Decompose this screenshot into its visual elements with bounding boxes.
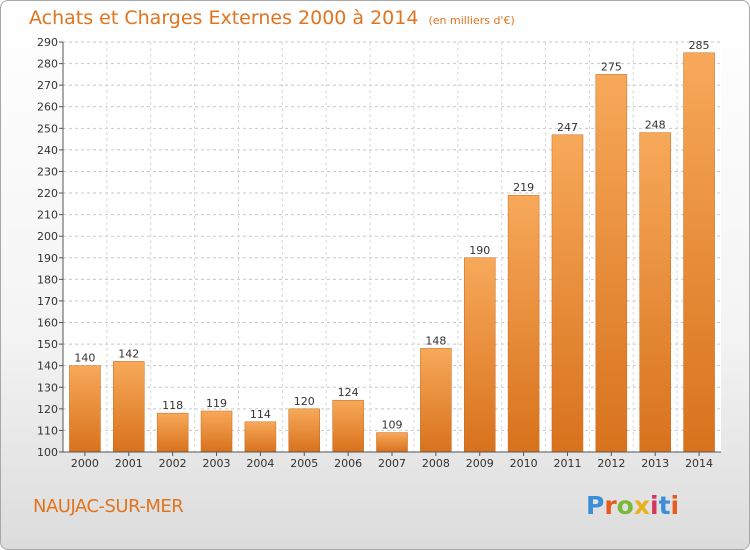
bar-2000 [69,365,101,453]
bar-2004 [244,421,277,453]
logo-letter: o [616,491,634,520]
y-tick-label: 130 [37,381,58,394]
y-tick-label: 170 [37,295,58,308]
bar-2009 [463,257,496,453]
bar-2013 [639,132,671,453]
chart-title: Achats et Charges Externes 2000 à 2014 [29,7,419,29]
y-tick-label: 260 [37,101,58,114]
y-tick-label: 180 [37,273,58,286]
place-name: NAUJAC-SUR-MER [33,496,184,517]
y-tick-label: 240 [37,144,58,157]
y-tick-label: 110 [37,424,58,437]
data-label-2004: 114 [250,408,271,421]
data-label-2013: 248 [645,119,666,132]
chart-subtitle: (en milliers d'€) [428,14,515,27]
bar-2002 [156,412,189,453]
bar-2007 [376,432,408,453]
y-tick-label: 270 [37,79,58,92]
y-tick-label: 140 [37,360,58,373]
y-tick-label: 220 [37,187,58,200]
data-label-2009: 190 [469,244,490,257]
data-label-2014: 285 [689,39,710,52]
logo-letter: x [633,491,650,520]
bar-2010 [507,194,540,453]
y-tick-label: 250 [37,122,58,135]
y-tick-label: 150 [37,338,58,351]
x-tick-label: 2006 [334,457,362,470]
y-tick-label: 280 [37,58,58,71]
y-tick-label: 190 [37,252,58,265]
data-label-2003: 119 [206,397,227,410]
bar-2011 [551,134,584,453]
y-tick-label: 210 [37,209,58,222]
data-label-2010: 219 [513,181,534,194]
x-tick-label: 2001 [115,457,143,470]
y-tick-label: 230 [37,165,58,178]
x-tick-label: 2012 [597,457,625,470]
data-label-2011: 247 [557,121,578,134]
x-tick-label: 2009 [466,457,494,470]
x-tick-label: 2000 [71,457,99,470]
data-label-2006: 124 [338,386,359,399]
y-tick-label: 290 [37,36,58,49]
logo-letter: r [604,491,617,520]
data-label-2001: 142 [118,347,139,360]
x-tick-label: 2002 [159,457,187,470]
logo-letter: t [658,491,671,520]
x-tick-label: 2013 [641,457,669,470]
logo-letter: i [670,491,680,520]
x-tick-label: 2010 [510,457,538,470]
data-label-2007: 109 [382,419,403,432]
data-label-2012: 275 [601,60,622,73]
x-tick-label: 2005 [290,457,318,470]
bar-2014 [683,52,715,453]
x-tick-label: 2003 [203,457,231,470]
x-tick-label: 2004 [246,457,274,470]
data-label-2005: 120 [294,395,315,408]
logo-letter: P [586,491,605,520]
bar-2012 [595,74,628,453]
x-tick-label: 2014 [685,457,713,470]
x-tick-label: 2011 [553,457,581,470]
y-tick-label: 120 [37,403,58,416]
title-row: Achats et Charges Externes 2000 à 2014 (… [29,7,515,29]
y-tick-label: 100 [37,446,58,459]
data-label-2002: 118 [162,399,183,412]
x-tick-label: 2008 [422,457,450,470]
bar-2001 [113,361,145,453]
bar-2008 [420,348,452,453]
y-tick-label: 160 [37,317,58,330]
logo-letter: i [650,491,659,520]
data-label-2008: 148 [425,334,446,347]
data-label-2000: 140 [74,352,95,365]
y-tick-label: 200 [37,230,58,243]
bar-2006 [332,399,364,453]
proxiti-logo: Proxiti [586,491,679,520]
bar-2003 [200,410,233,453]
x-tick-label: 2007 [378,457,406,470]
bar-2005 [288,408,321,453]
